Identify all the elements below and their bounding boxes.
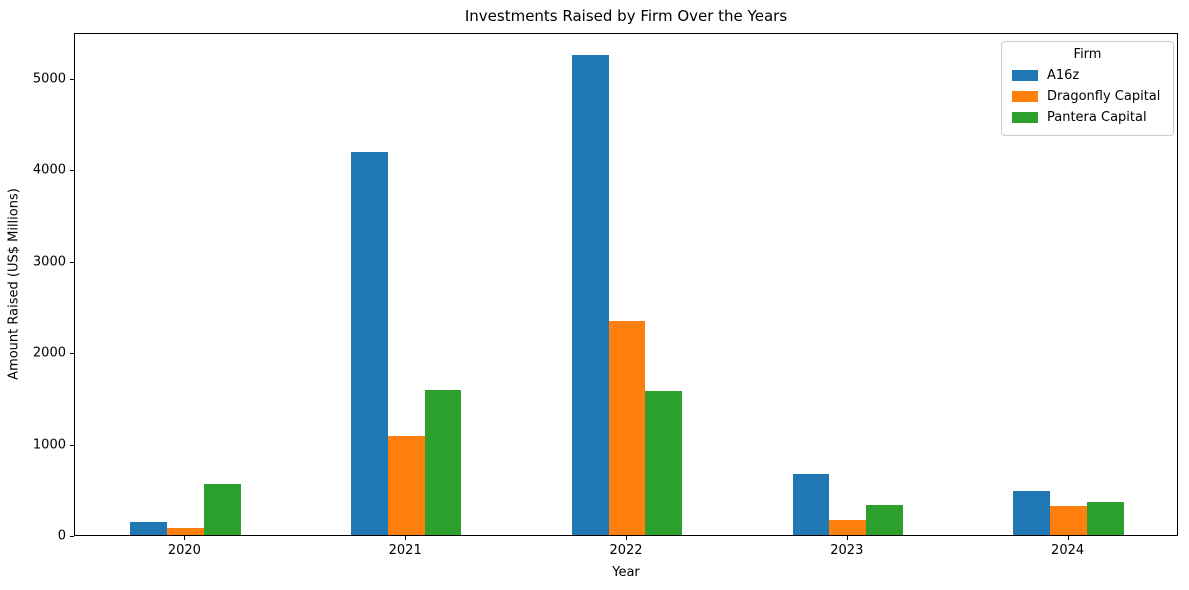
bar-a16z-2021 [351, 151, 388, 535]
x-tick-mark-2022 [626, 536, 627, 540]
y-tick-label-3000: 3000 [32, 254, 66, 270]
y-tick-label-5000: 5000 [32, 71, 66, 87]
bar-dragonfly-capital-2021 [387, 436, 425, 535]
bar-dragonfly-capital-2024 [1050, 505, 1087, 535]
chart-title: Investments Raised by Firm Over the Year… [464, 7, 788, 25]
y-tick-mark-5000 [70, 78, 74, 80]
bar-dragonfly-capital-2022 [608, 321, 646, 535]
legend-item-a16z: A16z [1012, 65, 1163, 86]
legend-title: Firm [1073, 47, 1102, 62]
legend-swatch-icon [1012, 70, 1038, 81]
x-tick-mark-2024 [1067, 536, 1069, 540]
legend-label: A16z [1047, 68, 1080, 83]
y-tick-label-4000: 4000 [32, 162, 66, 178]
legend-label: Pantera Capital [1047, 110, 1147, 125]
bar-a16z-2022 [571, 54, 609, 535]
y-tick-label-2000: 2000 [32, 345, 66, 361]
bar-a16z-2023 [792, 474, 830, 535]
y-tick-mark-0 [70, 536, 74, 537]
legend-swatch-icon [1012, 112, 1038, 123]
x-tick-label-2020: 2020 [167, 543, 201, 558]
x-tick-label-2021: 2021 [388, 543, 422, 558]
bar-pantera-capital-2021 [424, 389, 462, 535]
legend-items: A16z Dragonfly Capital Pantera Capital [1012, 65, 1163, 128]
legend-swatch-icon [1012, 91, 1038, 102]
x-tick-label-2024: 2024 [1051, 543, 1085, 558]
legend: Firm A16z Dragonfly Capital Pantera Capita… [1001, 41, 1174, 136]
plot-area [74, 33, 1178, 536]
y-tick-mark-3000 [70, 261, 74, 263]
y-tick-mark-1000 [70, 444, 74, 446]
bar-dragonfly-capital-2023 [829, 520, 867, 535]
bar-a16z-2020 [130, 522, 167, 535]
legend-label: Dragonfly Capital [1047, 89, 1161, 104]
x-tick-label-2022: 2022 [609, 543, 643, 558]
x-tick-mark-2020 [184, 536, 186, 540]
x-tick-mark-2023 [846, 536, 848, 540]
legend-item-pantera-capital: Pantera Capital [1012, 107, 1163, 128]
y-tick-label-0: 0 [57, 528, 66, 544]
bar-pantera-capital-2024 [1087, 502, 1124, 535]
x-tick-label-2023: 2023 [830, 543, 864, 558]
bar-pantera-capital-2020 [203, 484, 241, 535]
y-tick-mark-4000 [70, 170, 74, 172]
bar-a16z-2024 [1013, 490, 1051, 535]
legend-item-dragonfly-capital: Dragonfly Capital [1012, 86, 1163, 107]
y-tick-mark-2000 [70, 353, 74, 355]
x-tick-mark-2021 [405, 536, 407, 540]
bar-pantera-capital-2022 [645, 391, 683, 535]
y-tick-label-1000: 1000 [32, 437, 66, 453]
bar-pantera-capital-2023 [866, 504, 903, 535]
bar-dragonfly-capital-2020 [167, 527, 204, 535]
x-axis-label: Year [612, 565, 640, 580]
